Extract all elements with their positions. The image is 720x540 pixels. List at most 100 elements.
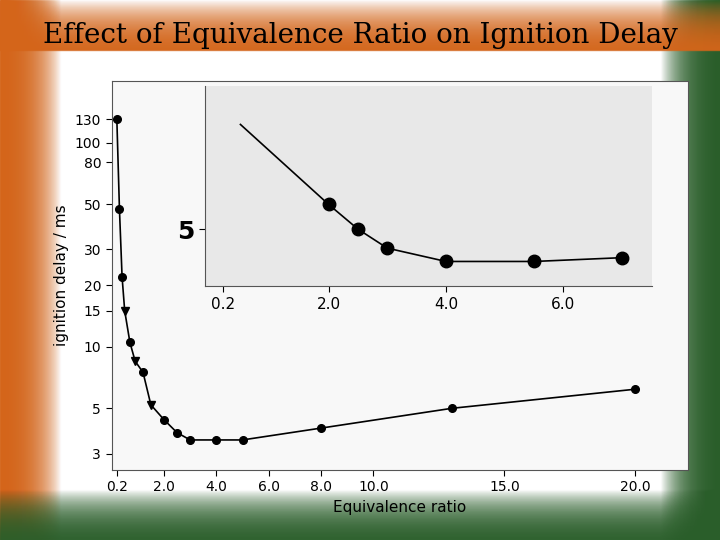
Bar	[675, 0, 676, 540]
Bar	[9, 0, 10, 540]
Bar	[0, 16, 720, 17]
Bar	[0, 500, 720, 501]
Bar	[0, 497, 720, 498]
Bar	[0, 43, 720, 44]
Bar	[0, 15, 720, 16]
Bar	[15, 0, 16, 540]
Bar	[50, 0, 51, 540]
Bar	[0, 529, 720, 530]
Bar	[0, 493, 720, 494]
Bar	[0, 30, 720, 31]
Bar	[668, 0, 669, 540]
Bar	[0, 40, 720, 41]
Bar	[679, 0, 680, 540]
Bar	[0, 21, 720, 22]
Bar	[0, 19, 720, 20]
Bar	[0, 17, 720, 18]
Bar	[0, 25, 720, 26]
Bar	[0, 31, 720, 32]
Bar	[710, 0, 711, 540]
Bar	[690, 0, 691, 540]
Bar	[672, 0, 673, 540]
Bar	[712, 0, 713, 540]
Bar	[0, 46, 720, 47]
Bar	[35, 0, 36, 540]
Bar	[667, 0, 668, 540]
Bar	[713, 0, 714, 540]
Bar	[0, 510, 720, 511]
Bar	[0, 511, 720, 512]
Bar	[27, 0, 28, 540]
Bar	[40, 0, 41, 540]
Bar	[702, 0, 703, 540]
Bar	[0, 37, 720, 38]
Bar	[32, 0, 33, 540]
Bar	[51, 0, 52, 540]
Bar	[696, 0, 697, 540]
Bar	[0, 14, 720, 15]
Bar	[36, 0, 37, 540]
Bar	[714, 0, 715, 540]
Bar	[687, 0, 688, 540]
Bar	[673, 0, 674, 540]
Bar	[0, 537, 720, 538]
Bar	[0, 8, 720, 9]
Bar	[711, 0, 712, 540]
Bar	[56, 0, 57, 540]
Bar	[0, 514, 720, 515]
Bar	[0, 522, 720, 523]
Bar	[0, 35, 720, 36]
Bar	[0, 524, 720, 525]
Bar	[0, 536, 720, 537]
Bar	[0, 501, 720, 502]
Bar	[48, 0, 49, 540]
Bar	[660, 0, 661, 540]
Bar	[14, 0, 15, 540]
Bar	[0, 535, 720, 536]
Bar	[706, 0, 707, 540]
Bar	[0, 498, 720, 499]
Bar	[0, 532, 720, 533]
Bar	[0, 27, 720, 28]
Bar	[5, 0, 6, 540]
Bar	[0, 495, 720, 496]
Bar	[0, 49, 720, 50]
Bar	[44, 0, 45, 540]
Bar	[0, 18, 720, 19]
Bar	[705, 0, 706, 540]
Bar	[31, 0, 32, 540]
Bar	[0, 520, 720, 521]
Bar	[42, 0, 43, 540]
Bar	[695, 0, 696, 540]
Y-axis label: ignition delay / ms: ignition delay / ms	[54, 205, 69, 346]
Bar	[33, 0, 34, 540]
Bar	[0, 494, 720, 495]
Bar	[686, 0, 687, 540]
Bar	[0, 499, 720, 500]
Bar	[689, 0, 690, 540]
Bar	[21, 0, 22, 540]
Bar	[7, 0, 8, 540]
Bar	[0, 4, 720, 5]
Bar	[0, 518, 720, 519]
Bar	[52, 0, 53, 540]
Bar	[37, 0, 38, 540]
Bar	[697, 0, 698, 540]
Bar	[1, 0, 2, 540]
Bar	[11, 0, 12, 540]
Bar	[0, 515, 720, 516]
Bar	[2, 0, 3, 540]
Bar	[0, 9, 720, 10]
Bar	[708, 0, 709, 540]
Bar	[662, 0, 663, 540]
Bar	[0, 10, 720, 11]
Bar	[6, 0, 7, 540]
Bar	[30, 0, 31, 540]
Bar	[0, 539, 720, 540]
Bar	[671, 0, 672, 540]
Bar	[45, 0, 46, 540]
Bar	[665, 0, 666, 540]
Bar	[707, 0, 708, 540]
Bar	[692, 0, 693, 540]
Bar	[39, 0, 40, 540]
